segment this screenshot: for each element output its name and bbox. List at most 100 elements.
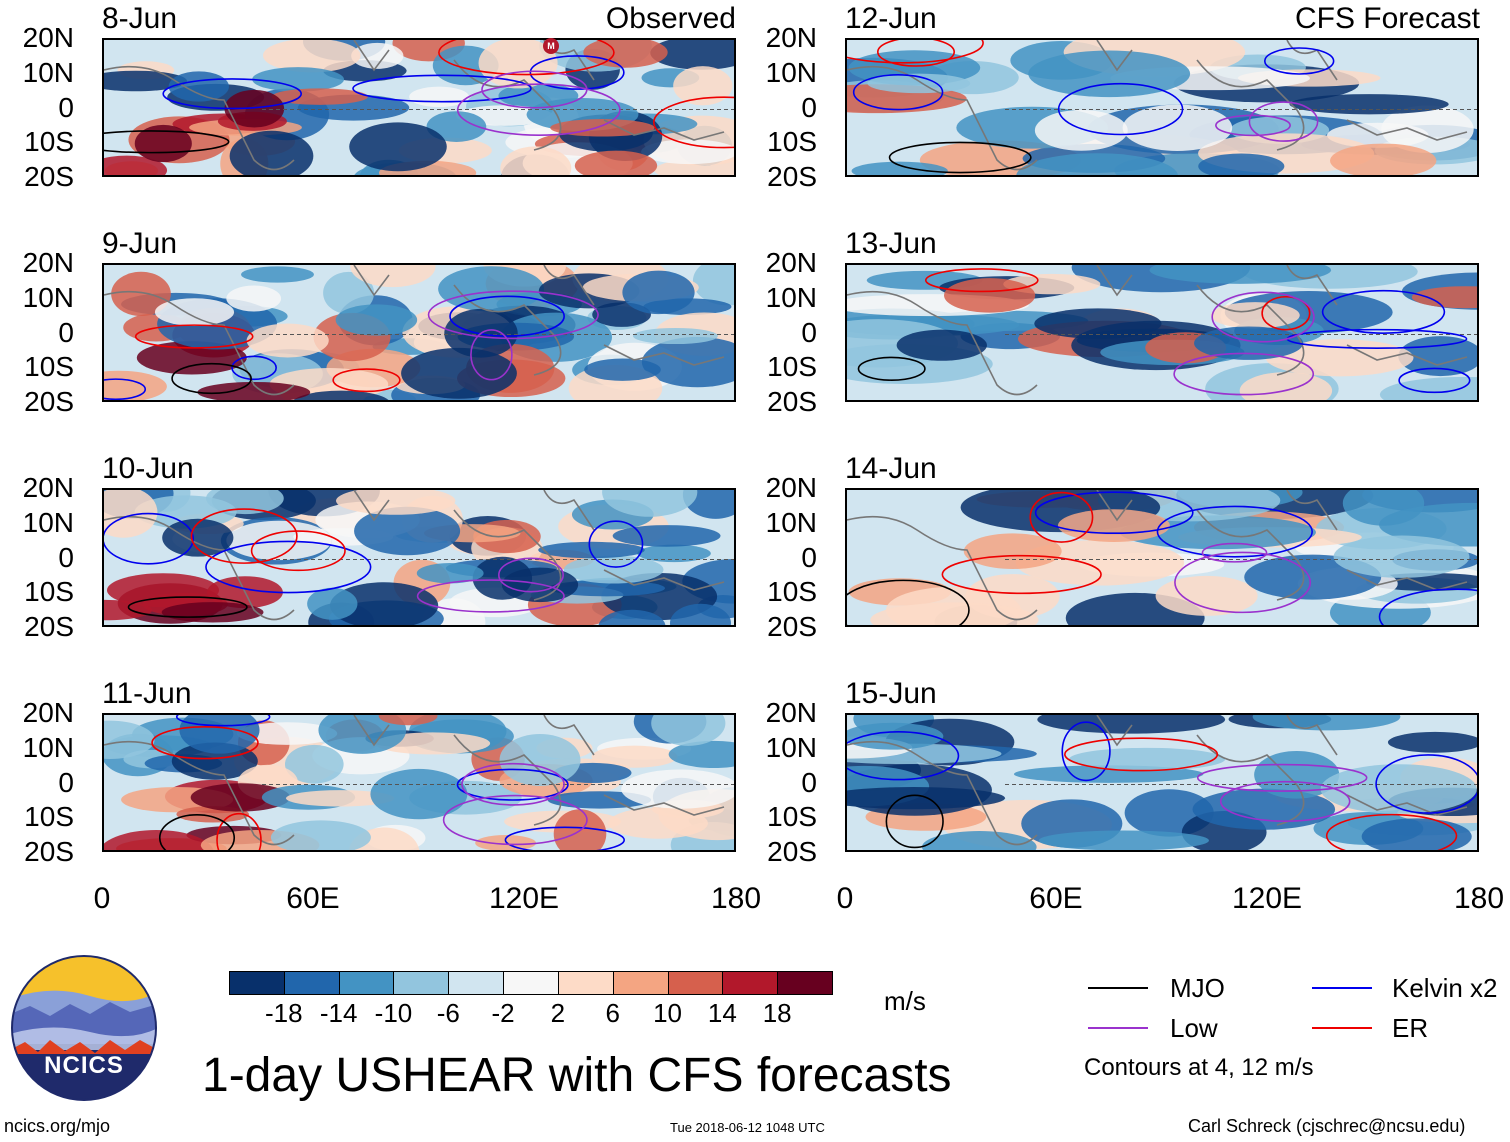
- coastline: [847, 290, 1038, 396]
- wave-contour: [1219, 780, 1351, 822]
- wave-contour: [1061, 721, 1111, 782]
- field-blob: [111, 271, 171, 317]
- y-tick-right-row4-4: 20S: [767, 836, 817, 867]
- field-blob: [307, 587, 358, 620]
- figure-title: 1-day USHEAR with CFS forecasts: [202, 1049, 952, 1102]
- field-blob: [104, 830, 214, 850]
- field-blob: [154, 298, 235, 326]
- y-tick-left-row1-0: 20N: [22, 22, 74, 53]
- field-blob: [252, 67, 345, 92]
- y-tick-right-row1-0: 20N: [765, 22, 817, 53]
- map-panel-obs-4: [102, 713, 736, 852]
- field-blob: [1037, 715, 1226, 734]
- field-blob: [499, 734, 581, 786]
- y-tick-right-row4-3: 10S: [767, 801, 817, 833]
- field-blob: [323, 271, 375, 315]
- legend-line-kelvin: [1312, 987, 1372, 989]
- wave-contour: [231, 355, 277, 381]
- y-tick-left-row2-4: 20S: [24, 386, 74, 417]
- field-blob: [500, 146, 572, 175]
- field-blob: [670, 603, 731, 625]
- colorbar-label-3: -6: [436, 998, 460, 1028]
- field-blob: [1361, 818, 1472, 850]
- wave-contour: [847, 579, 970, 625]
- wave-contour: [1034, 491, 1194, 535]
- y-tick-left-row3-3: 10S: [24, 576, 74, 608]
- field-blob: [583, 40, 668, 68]
- footer-author: Carl Schreck (cjschrec@ncsu.edu): [1188, 1116, 1466, 1136]
- wave-contour: [461, 762, 565, 806]
- field-blob: [847, 722, 944, 750]
- shear-field-1: [104, 265, 734, 400]
- field-blob: [226, 285, 282, 312]
- field-blob: [351, 42, 404, 69]
- coastline: [1286, 715, 1338, 756]
- legend-label-low: Low: [1170, 1013, 1218, 1043]
- field-blob: [284, 744, 344, 784]
- colorbar-box-5: [503, 971, 559, 995]
- wave-contour: [857, 356, 926, 381]
- field-blob: [161, 602, 264, 623]
- wave-contour: [162, 78, 303, 110]
- map-panel-fc-4: [845, 713, 1479, 852]
- coastline: [104, 515, 295, 621]
- shear-field-7: [847, 715, 1477, 850]
- map-panel-fc-1: [845, 38, 1479, 177]
- wave-contour: [1398, 367, 1471, 394]
- coastline: [1196, 734, 1305, 826]
- colorbar-box-9: [722, 971, 779, 995]
- coastline: [353, 490, 390, 522]
- y-tick-right-row3-0: 20N: [765, 472, 817, 503]
- field-blob: [1016, 153, 1178, 175]
- wave-contour: [1248, 101, 1319, 142]
- field-blob: [612, 525, 721, 547]
- coastline: [847, 740, 1038, 846]
- x-tick-left-180: 180: [710, 882, 762, 915]
- mjo-marker-label: M: [547, 41, 555, 51]
- coastline: [104, 290, 295, 396]
- wave-contour: [1064, 737, 1219, 772]
- field-blob: [349, 122, 447, 172]
- field-blob: [1239, 372, 1333, 400]
- coastline: [1096, 265, 1133, 297]
- wave-contour: [1261, 295, 1311, 331]
- wave-contour: [1321, 289, 1446, 334]
- field-blob: [104, 155, 168, 175]
- wave-contour: [250, 530, 346, 572]
- x-tick-right-60e: 60E: [1029, 882, 1083, 915]
- field-blob: [197, 381, 311, 400]
- coastline: [603, 794, 725, 816]
- map-panel-fc-3: [845, 488, 1479, 627]
- panel-date-obs-4: 11-Jun: [102, 677, 192, 710]
- wave-contour: [456, 768, 569, 801]
- coastline: [104, 740, 295, 846]
- wave-contour: [190, 508, 298, 564]
- wave-contour: [1375, 754, 1477, 814]
- field-blob: [229, 130, 314, 175]
- field-blob: [438, 266, 545, 312]
- wave-contour: [504, 826, 625, 850]
- coastline: [543, 490, 595, 531]
- y-tick-left-row2-0: 20N: [22, 247, 74, 278]
- wave-contour: [442, 794, 588, 846]
- field-blob: [1333, 535, 1470, 578]
- coastline: [453, 59, 562, 151]
- field-blob: [271, 88, 368, 105]
- field-blob: [236, 722, 338, 745]
- field-blob: [206, 490, 284, 515]
- field-blob: [285, 790, 395, 807]
- wave-contour: [1211, 291, 1315, 343]
- wave-contour: [1378, 588, 1477, 625]
- colorbar-box-8: [667, 971, 724, 995]
- colorbar-box-3: [393, 971, 450, 995]
- wave-contour: [171, 362, 252, 395]
- y-tick-left-row1-1: 10N: [22, 56, 74, 88]
- field-blob: [224, 89, 285, 128]
- field-blob: [106, 573, 220, 608]
- coastline: [847, 515, 1038, 621]
- y-tick-left-row2-2: 0: [58, 316, 74, 348]
- y-tick-left-row4-4: 20S: [24, 836, 74, 867]
- field-blob: [354, 506, 461, 556]
- wave-contour: [456, 83, 621, 136]
- wave-contour: [127, 596, 248, 618]
